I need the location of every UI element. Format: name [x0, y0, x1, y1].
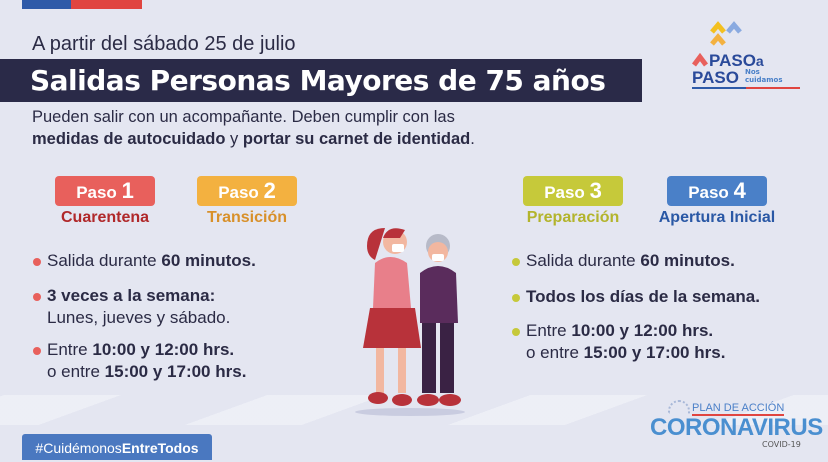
chevrons-icon	[710, 21, 742, 46]
covid-label: COVID-19	[762, 440, 801, 449]
paso-a-paso-logo: PASOa PASO Nos cuidamos	[692, 20, 807, 92]
bullet-icon	[512, 328, 520, 336]
bullet-icon	[512, 258, 520, 266]
desc-line-2: medidas de autocuidado y portar su carne…	[32, 128, 475, 150]
desc-and: y	[225, 130, 243, 148]
desc-line-1: Pueden salir con un acompañante. Deben c…	[32, 108, 455, 126]
step-1-badge: Paso 1	[55, 176, 155, 206]
description: Pueden salir con un acompañante. Deben c…	[32, 106, 475, 150]
hashtag-badge: #CuidémonosEntreTodos	[22, 434, 212, 460]
flag-red-bar	[71, 0, 142, 9]
date-line: A partir del sábado 25 de julio	[32, 33, 296, 55]
step-2-label: Transición	[206, 209, 288, 226]
logo-paso-1: PASO	[709, 51, 756, 70]
left-rule-1: Salida durante 60 minutos.	[33, 250, 256, 272]
caregiver-and-elder-illustration	[355, 228, 465, 416]
step-4-label: Apertura Inicial	[658, 209, 776, 226]
left-rule-3: Entre 10:00 y 12:00 hrs. o entre 15:00 y …	[33, 339, 246, 383]
logo-paso-2: PASO	[692, 68, 739, 87]
left-rule-2: 3 veces a la semana: Lunes, jueves y sába…	[33, 285, 230, 329]
government-seal-icon	[668, 400, 690, 414]
bullet-icon	[33, 347, 41, 355]
flag-blue-bar	[22, 0, 71, 9]
right-rule-1: Salida durante 60 minutos.	[512, 250, 735, 272]
red-chevron-icon	[692, 53, 708, 67]
logo-underline	[692, 87, 800, 89]
step-3-label: Preparación	[526, 209, 620, 226]
bullet-icon	[33, 258, 41, 266]
right-rule-3: Entre 10:00 y 12:00 hrs. o entre 15:00 y …	[512, 320, 725, 364]
step-1-label: Cuarentena	[60, 209, 150, 226]
bullet-icon	[33, 293, 41, 301]
logo-tagline-2: cuidamos	[745, 76, 783, 84]
step-4-badge: Paso 4	[667, 176, 767, 206]
coronavirus-label: CORONAVIRUS	[650, 414, 823, 441]
desc-bold-2: portar su carnet de identidad	[242, 130, 471, 148]
desc-end: .	[470, 130, 475, 148]
logo-a: a	[755, 53, 764, 69]
bullet-icon	[512, 294, 520, 302]
step-3-badge: Paso 3	[523, 176, 623, 206]
right-rule-2: Todos los días de la semana.	[512, 286, 760, 308]
plan-de-accion-label: PLAN DE ACCIÓN	[692, 402, 785, 416]
desc-bold-1: medidas de autocuidado	[32, 130, 226, 148]
page-title: Salidas Personas Mayores de 75 años	[0, 59, 642, 102]
step-2-badge: Paso 2	[197, 176, 297, 206]
logo-tagline-1: Nos	[745, 68, 760, 76]
